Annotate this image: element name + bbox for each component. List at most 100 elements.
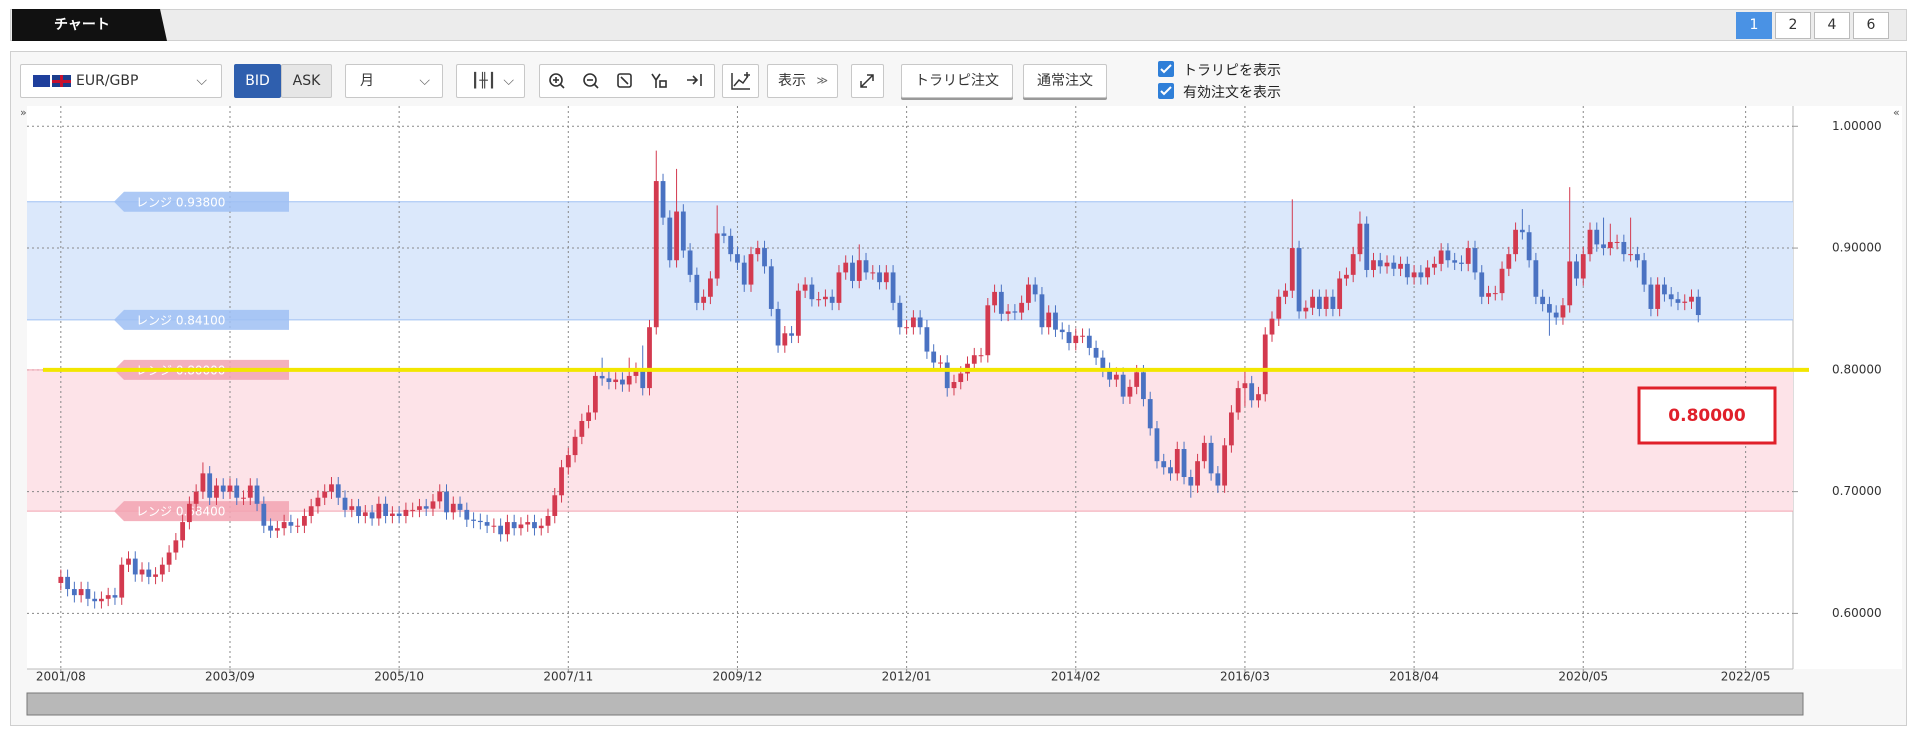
candle-body (1668, 294, 1674, 300)
x-tick-label: 2022/05 (1721, 670, 1771, 684)
candle-body (477, 520, 483, 523)
bid-button[interactable]: BID (234, 64, 281, 98)
candle-body (1215, 473, 1221, 486)
zoom-out-icon[interactable] (583, 73, 597, 87)
candle-body (843, 262, 849, 273)
candle-body (180, 522, 186, 541)
layout-button[interactable]: 4 (1814, 12, 1850, 39)
x-tick-label: 2001/08 (36, 670, 86, 684)
candle-body (1154, 428, 1160, 462)
expand-right[interactable]: « (1893, 106, 1900, 119)
candle-body (1695, 296, 1701, 316)
candle-body (254, 485, 260, 504)
period-select[interactable]: 月 ⌵ (345, 64, 443, 98)
candle-body (809, 284, 815, 300)
fit-icon[interactable] (617, 73, 632, 88)
zoom-in-icon[interactable] (549, 73, 563, 87)
candle-body (1364, 223, 1370, 270)
candle-body (112, 595, 118, 598)
display-button[interactable]: 表示 ≫ (767, 64, 838, 98)
chart-tab[interactable]: チャート (12, 9, 167, 41)
y-lock-icon[interactable] (651, 73, 661, 88)
layout-button[interactable]: 1 (1736, 12, 1772, 39)
x-tick-label: 2020/05 (1558, 670, 1608, 684)
y-tick-label: 0.70000 (1832, 484, 1882, 498)
chart-type-select[interactable]: ┃╫┃ ⌵ (456, 64, 525, 98)
candle-body (417, 506, 422, 510)
candle-body (721, 233, 727, 236)
candle-body (335, 484, 341, 498)
checkbox[interactable] (1158, 83, 1174, 99)
candle-body (234, 485, 240, 498)
candle-body (1222, 445, 1228, 486)
candle-body (1066, 332, 1072, 344)
annotation-box (1637, 386, 1777, 445)
range-tag (114, 501, 289, 522)
candle-body (186, 503, 192, 523)
candle-body (1174, 449, 1180, 474)
candle-body (1127, 386, 1133, 397)
candle-body (315, 497, 321, 507)
candle-body (423, 506, 429, 509)
candle-body (1242, 383, 1248, 389)
indicator-button[interactable] (722, 64, 759, 98)
expand-left[interactable]: » (20, 106, 27, 119)
candle-body (1005, 311, 1011, 314)
candle-body (748, 254, 754, 285)
candle-body (1519, 229, 1525, 233)
candle-body (1026, 284, 1031, 303)
candle-body (1384, 262, 1390, 267)
candle-body (376, 503, 382, 519)
candle-body (1181, 449, 1187, 478)
layout-button[interactable]: 2 (1775, 12, 1811, 39)
x-tick-label: 2009/12 (713, 670, 763, 684)
expand-button[interactable] (851, 64, 884, 98)
candle-body (308, 506, 314, 516)
candle-body (951, 382, 957, 389)
candle-body (1262, 334, 1268, 395)
trarepi-order-button[interactable]: トラリピ注文 (901, 64, 1013, 98)
candle-body (92, 598, 98, 602)
candle-body (1235, 388, 1241, 413)
candle-body (1086, 335, 1092, 348)
candle-body (890, 272, 896, 303)
layout-button[interactable]: 6 (1853, 12, 1889, 39)
candle-body (1580, 254, 1586, 279)
checkbox-label: 有効注文を表示 (1183, 85, 1281, 101)
candle-body (525, 522, 531, 525)
y-tick-label: 0.80000 (1832, 362, 1882, 376)
dropdown-arrow: ⌵ (196, 73, 207, 89)
candle-body (396, 513, 402, 516)
candle-body (592, 375, 598, 413)
candle-body (1188, 477, 1194, 486)
candle-body (99, 598, 104, 602)
candle-body (985, 305, 991, 356)
uk-flag (52, 75, 71, 87)
scroll-end-icon[interactable] (687, 74, 702, 86)
candle-body (491, 525, 497, 527)
candle-body (863, 260, 869, 273)
scrollbar[interactable] (26, 692, 1804, 716)
candle-body (640, 369, 646, 389)
candle-body (1607, 241, 1613, 249)
range-tag (114, 309, 289, 330)
candle-body (1039, 294, 1045, 328)
candle-body (322, 491, 328, 498)
candle-body (714, 233, 720, 279)
candle-body (1574, 261, 1579, 279)
candle-body (1134, 372, 1140, 387)
checkbox[interactable] (1158, 61, 1174, 77)
candle-body (545, 515, 551, 526)
candle-body (978, 355, 984, 357)
ask-button[interactable]: ASK (281, 64, 332, 98)
candle-body (207, 473, 213, 498)
normal-order-button[interactable]: 通常注文 (1023, 64, 1107, 98)
candle-body (356, 506, 361, 516)
candle-body (1316, 296, 1322, 309)
candle-body (437, 491, 443, 502)
symbol-select[interactable]: EUR/GBP ⌵ (20, 64, 222, 98)
candle-body (552, 495, 558, 516)
candle-icon: ┃╫┃ (471, 73, 497, 89)
candle-body (1201, 442, 1207, 462)
candle-body (1283, 290, 1288, 297)
